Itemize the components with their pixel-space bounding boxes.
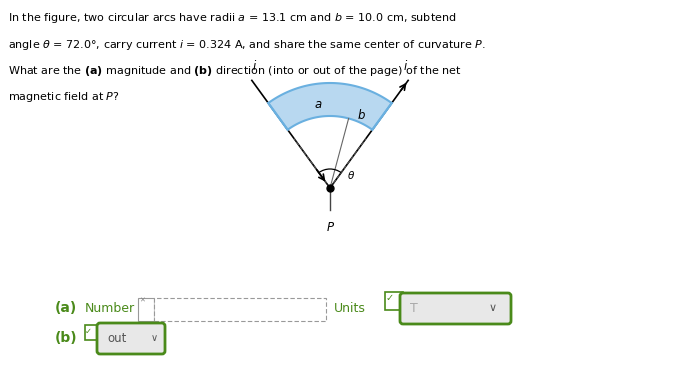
Text: a: a <box>314 98 322 111</box>
Bar <box>154 298 326 321</box>
Text: θ: θ <box>348 171 354 181</box>
Text: What are the $\bf{(a)}$ magnitude and $\bf{(b)}$ direction (into or out of the p: What are the $\bf{(a)}$ magnitude and $\… <box>8 64 462 78</box>
Text: T: T <box>410 301 418 314</box>
Text: Number: Number <box>85 301 135 314</box>
Polygon shape <box>268 83 392 130</box>
Text: i: i <box>404 60 407 73</box>
Text: ✓: ✓ <box>85 327 92 336</box>
Text: angle $\theta$ = 72.0°, carry current $i$ = 0.324 A, and share the same center o: angle $\theta$ = 72.0°, carry current $i… <box>8 38 486 51</box>
Text: In the figure, two circular arcs have radii $a$ = 13.1 cm and $b$ = 10.0 cm, sub: In the figure, two circular arcs have ra… <box>8 11 456 25</box>
Text: ∨: ∨ <box>489 303 497 313</box>
Bar <box>385 292 403 310</box>
Text: ∨: ∨ <box>150 333 158 343</box>
Text: Units: Units <box>334 301 366 314</box>
Text: (b): (b) <box>55 331 78 345</box>
FancyBboxPatch shape <box>97 323 165 354</box>
Bar <box>85 325 100 340</box>
Text: P: P <box>326 221 333 234</box>
Text: magnetic field at $P$?: magnetic field at $P$? <box>8 91 120 104</box>
Text: ✕: ✕ <box>139 298 145 304</box>
Text: (a): (a) <box>55 301 77 315</box>
Text: b: b <box>358 109 365 122</box>
FancyBboxPatch shape <box>400 293 511 324</box>
Bar <box>138 298 154 321</box>
Text: out: out <box>107 332 126 345</box>
Text: ✓: ✓ <box>385 292 393 303</box>
Text: i: i <box>253 60 256 73</box>
